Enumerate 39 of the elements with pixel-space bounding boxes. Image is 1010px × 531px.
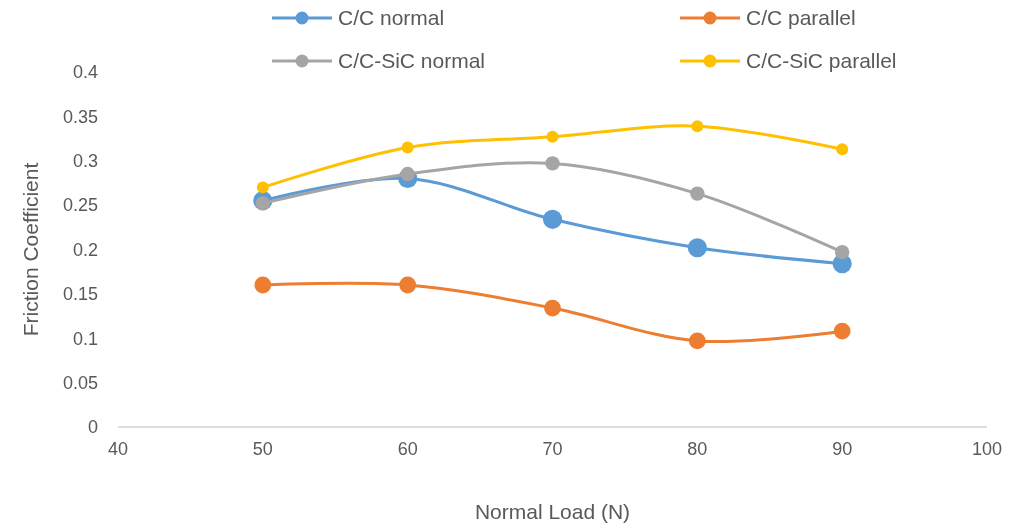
x-tick-label: 100 bbox=[971, 439, 1003, 459]
x-axis-title: Normal Load (N) bbox=[474, 500, 631, 523]
x-tick-label: 60 bbox=[397, 439, 418, 459]
point bbox=[833, 322, 851, 340]
y-tick-label: 0.3 bbox=[72, 151, 98, 172]
x-tick-label: 40 bbox=[107, 439, 129, 459]
point bbox=[256, 181, 269, 194]
point bbox=[544, 299, 561, 317]
y-axis-title: Friction Coefficient bbox=[19, 162, 42, 337]
point bbox=[688, 332, 706, 350]
point bbox=[546, 130, 559, 143]
point bbox=[836, 143, 849, 156]
y-tick-label: 0.2 bbox=[72, 239, 98, 260]
x-tick-label: 90 bbox=[832, 439, 853, 459]
point bbox=[400, 166, 415, 182]
y-tick-label: 0.25 bbox=[62, 195, 98, 216]
y-tick-label: 0.4 bbox=[72, 62, 98, 83]
y-tick-label: 0.1 bbox=[72, 328, 98, 349]
point bbox=[401, 141, 414, 154]
point bbox=[687, 238, 707, 258]
y-tick-label: 0 bbox=[87, 417, 98, 438]
point bbox=[542, 209, 563, 229]
legend-label: C/C normal bbox=[338, 6, 445, 30]
y-tick-label: 0.35 bbox=[62, 106, 98, 127]
point bbox=[255, 196, 271, 211]
x-tick-label: 80 bbox=[687, 439, 708, 459]
y-tick-label: 0.15 bbox=[62, 284, 98, 305]
point bbox=[254, 276, 272, 294]
legend-label: C/C-SiC normal bbox=[338, 49, 486, 73]
point bbox=[834, 244, 850, 260]
point bbox=[691, 120, 704, 133]
x-tick-label: 70 bbox=[542, 439, 563, 459]
point bbox=[399, 276, 417, 294]
x-tick-label: 50 bbox=[252, 439, 273, 459]
legend-label: C/C-SiC parallel bbox=[746, 49, 897, 73]
y-tick-label: 0.05 bbox=[62, 372, 98, 393]
point bbox=[690, 186, 705, 201]
legend-label: C/C parallel bbox=[746, 6, 856, 30]
point bbox=[545, 156, 560, 171]
